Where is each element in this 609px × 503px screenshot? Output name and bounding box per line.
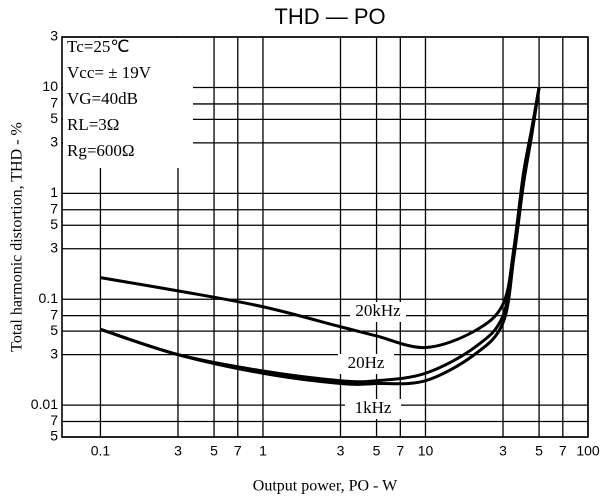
x-axis-label: Output power, PO - W xyxy=(253,478,398,495)
x-tick-label: 3 xyxy=(174,443,182,459)
x-tick-label: 7 xyxy=(559,443,567,459)
annotation: Vcc= ± 19V xyxy=(67,63,152,82)
x-tick-label: 10 xyxy=(418,443,434,459)
y-tick-label: 5 xyxy=(50,216,58,232)
annotation: Tc=25℃ xyxy=(67,37,129,56)
y-tick-label: 7 xyxy=(50,200,58,216)
y-tick-label: 0.01 xyxy=(31,396,58,412)
x-tick-label: 100 xyxy=(576,443,600,459)
annotation-background xyxy=(63,38,193,168)
y-tick-label: 5 xyxy=(50,110,58,126)
x-tick-label: 5 xyxy=(535,443,543,459)
y-tick-label: 7 xyxy=(50,306,58,322)
x-tick-label: 0.1 xyxy=(91,443,111,459)
annotation: VG=40dB xyxy=(67,89,138,108)
y-tick-label: 3 xyxy=(50,28,58,44)
curve-label: 20Hz xyxy=(348,353,385,372)
y-tick-label: 5 xyxy=(50,428,58,444)
chart-title: THD — PO xyxy=(274,4,385,29)
x-tick-label: 5 xyxy=(210,443,218,459)
y-tick-label: 3 xyxy=(50,134,58,150)
curve-label-background xyxy=(345,399,401,419)
y-tick-label: 5 xyxy=(50,322,58,338)
y-tick-label: 3 xyxy=(50,239,58,255)
x-tick-label: 7 xyxy=(396,443,404,459)
plot-frame xyxy=(61,36,589,438)
y-tick-label: 1 xyxy=(50,184,58,200)
curve-label-background xyxy=(350,302,406,322)
x-tick-label: 1 xyxy=(259,443,267,459)
x-tick-label: 3 xyxy=(337,443,345,459)
y-tick-label: 10 xyxy=(42,78,58,94)
x-tick-label: 5 xyxy=(373,443,381,459)
y-tick-label: 7 xyxy=(50,95,58,111)
annotation: Rg=600Ω xyxy=(67,141,135,160)
x-tick-label: 3 xyxy=(499,443,507,459)
curve-label: 20kHz xyxy=(355,301,401,320)
x-tick-label: 7 xyxy=(234,443,242,459)
y-tick-label: 3 xyxy=(50,345,58,361)
y-tick-label: 0.1 xyxy=(39,290,59,306)
y-tick-label: 7 xyxy=(50,412,58,428)
curve-label-background xyxy=(338,354,394,374)
curve-label: 1kHz xyxy=(355,398,392,417)
annotation: RL=3Ω xyxy=(67,115,119,134)
y-axis-label: Total harmonic distortion, THD - % xyxy=(9,122,26,352)
series-line xyxy=(99,87,541,386)
